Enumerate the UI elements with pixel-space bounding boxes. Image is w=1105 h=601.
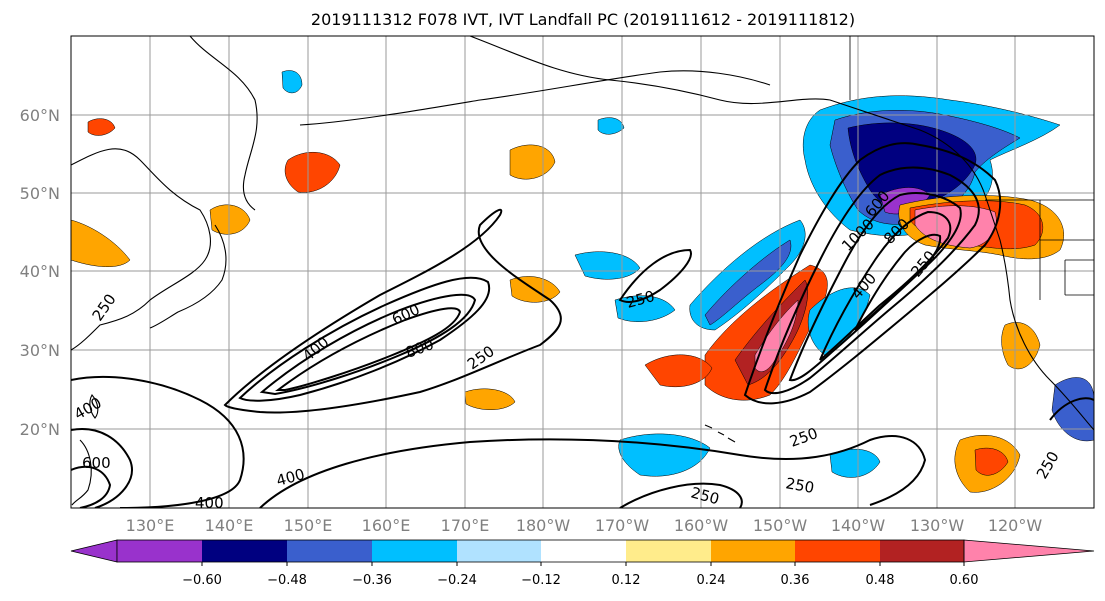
hawaii-islands [704, 424, 736, 443]
positive-anomaly-west-band [644, 354, 713, 388]
alaska-coastline [469, 36, 1094, 431]
coastlines [71, 36, 1094, 506]
lon-label: 160°W [674, 516, 729, 535]
lon-label: 150°E [284, 516, 333, 535]
colorbar-extend-max [963, 539, 1095, 563]
positive-anomaly-mexico-core [974, 447, 1009, 476]
colorbar-tick-label: 0.60 [950, 573, 979, 588]
colorbar-tick-label: −0.60 [182, 573, 222, 588]
contour-400-jet [763, 166, 980, 395]
negative-anomaly-hawaii [618, 433, 711, 477]
aleutian-chain [299, 70, 771, 126]
contour-250-south [71, 375, 927, 508]
contour-label: 250 [784, 474, 815, 497]
positive-anomaly-korea [71, 219, 131, 267]
contour-800-west [275, 307, 462, 391]
latitude-labels: 60°N 50°N 40°N 30°N 20°N [20, 106, 60, 439]
state-borders [1039, 200, 1094, 300]
philippines-coastline [71, 439, 92, 506]
colorbar-bin [626, 540, 711, 562]
contour-800-jet [819, 210, 952, 361]
negative-anomaly-midpac [574, 251, 641, 280]
colorbar-tick-label: −0.12 [521, 573, 561, 588]
contour-label: 400 [195, 494, 224, 512]
colorbar-bin [202, 540, 287, 562]
positive-anomaly-south [464, 388, 516, 410]
colorbar-bin [117, 540, 202, 562]
positive-anomaly-kamchatka [87, 118, 116, 136]
colorbar-tick-label: 0.36 [781, 573, 810, 588]
lon-label: 120°W [988, 516, 1043, 535]
lat-label: 60°N [20, 106, 60, 125]
colorbar-tick-label: −0.24 [437, 573, 477, 588]
contour-400-south [71, 397, 1094, 508]
colorbar-tick-label: 0.12 [612, 573, 641, 588]
positive-anomaly-band-peak [754, 299, 799, 372]
ivt-contours [71, 142, 1094, 508]
colorbar-ticks [201, 562, 965, 566]
colorbar: −0.60 −0.48 −0.36 −0.24 −0.12 0.12 0.24 … [70, 539, 1095, 588]
contour-label: 600 [82, 454, 111, 472]
japan-coastline [149, 224, 227, 329]
lat-label: 30°N [20, 341, 60, 360]
colorbar-extend-min [70, 539, 118, 563]
colorbar-tick-label: 0.48 [866, 573, 895, 588]
map-frame [70, 35, 1095, 509]
negative-anomaly-bering [281, 70, 303, 94]
lat-label: 20°N [20, 420, 60, 439]
negative-anomaly-aleutian [597, 117, 625, 135]
lon-label: 160°E [362, 516, 411, 535]
lon-label: 130°E [126, 516, 175, 535]
contour-250-jet-outer [743, 142, 1002, 405]
lon-label: 170°W [595, 516, 650, 535]
positive-anomaly-japan-sea [284, 152, 341, 193]
colorbar-bin [372, 540, 457, 562]
colorbar-bin [541, 540, 626, 562]
taiwan-coastline [89, 394, 99, 419]
map-panel: 250 400 600 800 250 250 400 600 800 1000… [70, 35, 1095, 512]
lon-label: 140°E [205, 516, 254, 535]
longitude-labels: 130°E 140°E 150°E 160°E 170°E 180°W 170°… [126, 516, 1043, 535]
negative-anomaly-alaska-core [847, 122, 977, 210]
colorbar-tick-label: −0.48 [267, 573, 307, 588]
contour-600-jet [788, 192, 962, 382]
lat-label: 40°N [20, 262, 60, 281]
contour-250-west [223, 208, 562, 414]
lon-label: 140°W [831, 516, 886, 535]
contour-1000-jet [854, 233, 942, 331]
contour-600-west [259, 293, 477, 396]
lon-label: 130°W [910, 516, 965, 535]
contour-250-central [618, 248, 692, 303]
lon-label: 180°W [516, 516, 571, 535]
positive-anomaly-kuril [509, 144, 556, 180]
colorbar-bin [880, 540, 964, 562]
asia-coastline [71, 148, 211, 351]
graticule [71, 36, 1094, 508]
colorbar-bin [711, 540, 795, 562]
colorbar-tick-label: 0.24 [697, 573, 726, 588]
colorbar-bin [795, 540, 880, 562]
lon-label: 170°E [441, 516, 490, 535]
lon-label: 150°W [753, 516, 808, 535]
lat-label: 50°N [20, 184, 60, 203]
positive-anomaly-coast [1001, 322, 1041, 370]
negative-anomaly-band-core [704, 239, 792, 326]
figure-title: 2019111312 F078 IVT, IVT Landfall PC (20… [311, 10, 855, 29]
contour-400-west [238, 276, 491, 402]
kamchatka-coastline [189, 36, 258, 211]
colorbar-bin [287, 540, 372, 562]
colorbar-bin [457, 540, 541, 562]
canada-us-border [849, 36, 1094, 201]
colorbar-tick-label: −0.36 [352, 573, 392, 588]
